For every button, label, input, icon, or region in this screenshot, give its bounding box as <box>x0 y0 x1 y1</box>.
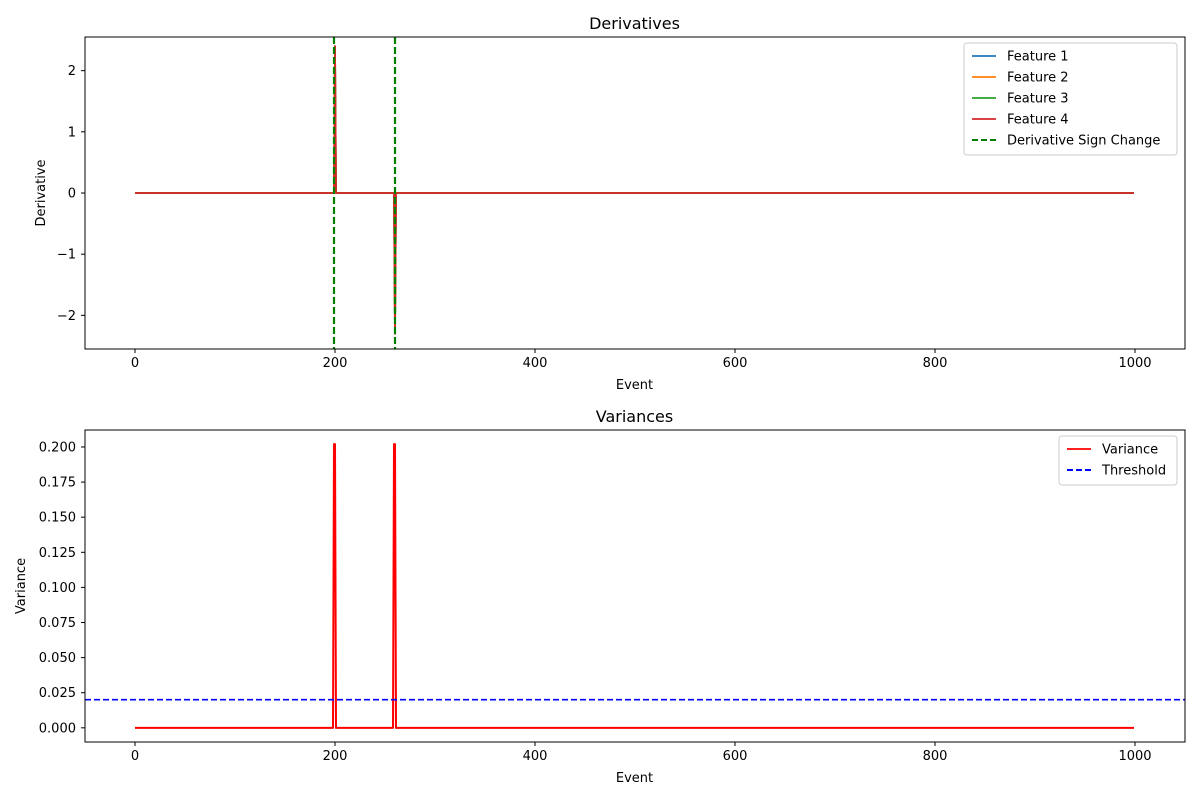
derivatives-y-tick-label: −1 <box>57 248 76 263</box>
derivatives-chart: Derivatives Event Derivative 0 200 400 600 8… <box>34 14 1186 393</box>
derivatives-x-tick-label: 600 <box>723 356 748 371</box>
variances-y-axis-label: Variance <box>14 558 29 614</box>
variances-y-tick-label: 0.125 <box>39 546 76 561</box>
derivatives-x-tick-label: 1000 <box>1118 356 1151 371</box>
derivatives-legend-label: Derivative Sign Change <box>1007 134 1160 149</box>
variances-plot-area <box>85 443 1185 729</box>
variances-x-tick-label: 200 <box>323 749 348 764</box>
variances-legend: Variance Threshold <box>1058 435 1178 486</box>
variances-x-tick-label: 400 <box>523 749 548 764</box>
variances-y-tick-label: 0.200 <box>39 440 76 455</box>
variances-series-1-line <box>135 443 1134 729</box>
derivatives-x-tick-label: 200 <box>323 356 348 371</box>
variances-title: Variances <box>596 407 673 426</box>
variances-y-tick-label: 0.150 <box>39 511 76 526</box>
derivatives-x-tick-label: 0 <box>131 356 139 371</box>
variances-y-tick-label: 0.075 <box>39 616 76 631</box>
derivatives-plot-area <box>135 37 1134 349</box>
derivatives-legend-label: Feature 4 <box>1007 113 1069 128</box>
derivatives-title: Derivatives <box>589 14 680 33</box>
derivatives-x-tick-label: 800 <box>923 356 948 371</box>
variances-legend-label: Variance <box>1102 443 1158 458</box>
variances-x-tick-label: 0 <box>131 749 139 764</box>
variances-y-tick-label: 0.050 <box>39 651 76 666</box>
variances-y-tick-label: 0.000 <box>39 721 76 736</box>
derivatives-legend-label: Feature 2 <box>1007 71 1069 86</box>
variances-chart: Variances Event Variance 0 200 400 600 800 10… <box>14 407 1186 786</box>
derivatives-legend-label: Feature 1 <box>1007 50 1069 65</box>
derivatives-legend-box <box>963 42 1178 156</box>
derivatives-x-tick-label: 400 <box>523 356 548 371</box>
variances-axes-frame <box>84 429 1186 743</box>
derivatives-y-tick-label: −2 <box>57 309 76 324</box>
derivatives-y-tick-label: 2 <box>68 64 76 79</box>
derivatives-y-axis-label: Derivative <box>34 159 49 226</box>
variances-y-tick-label: 0.175 <box>39 476 76 491</box>
derivatives-x-axis-label: Event <box>616 378 653 393</box>
variances-x-axis-label: Event <box>616 771 653 786</box>
variances-y-tick-label: 0.100 <box>39 581 76 596</box>
derivatives-y-tick-label: 1 <box>68 125 76 140</box>
variances-x-tick-label: 1000 <box>1118 749 1151 764</box>
derivatives-legend-label: Feature 3 <box>1007 92 1069 107</box>
variances-x-tick-label: 800 <box>923 749 948 764</box>
variances-y-tick-label: 0.025 <box>39 686 76 701</box>
derivatives-y-tick-label: 0 <box>68 187 76 202</box>
variances-legend-label: Threshold <box>1101 464 1166 479</box>
variances-x-tick-label: 600 <box>723 749 748 764</box>
derivatives-legend: Feature 1 Feature 2 Feature 3 Feature 4 Deri… <box>963 42 1178 156</box>
